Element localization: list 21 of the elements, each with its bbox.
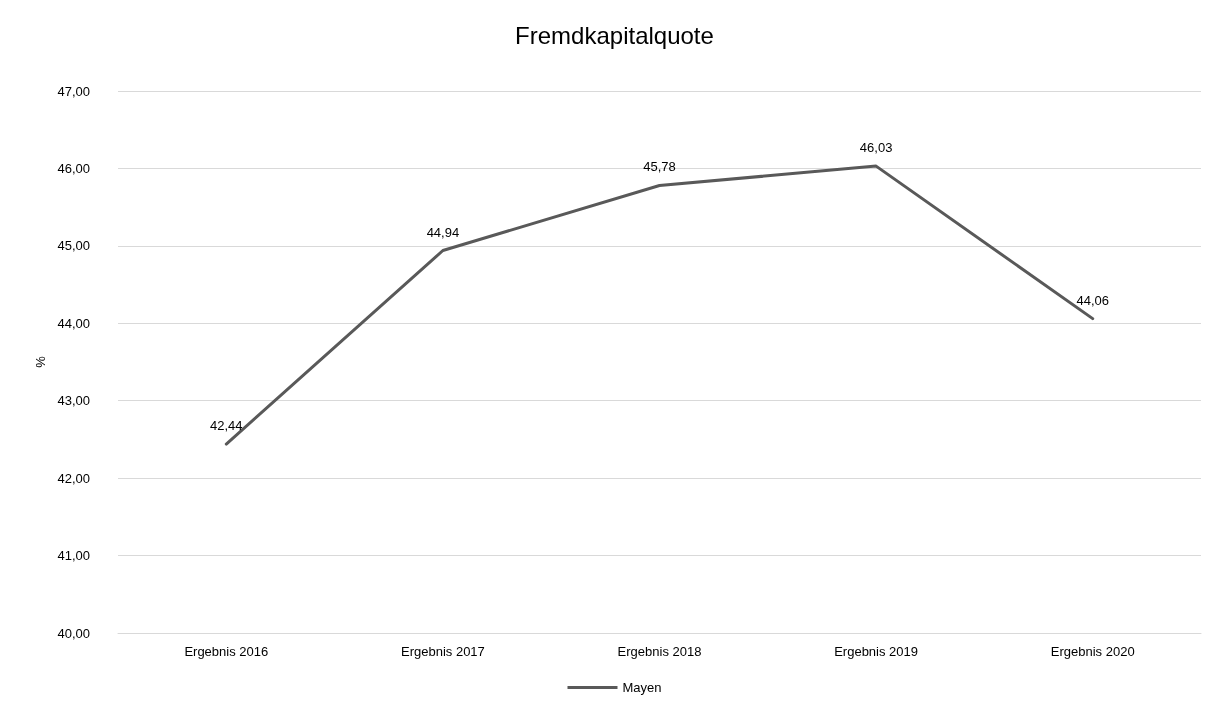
y-tick-label: 41,00 (57, 548, 90, 564)
x-tick-label: Ergebnis 2019 (834, 644, 919, 659)
y-tick-label: 45,00 (57, 238, 90, 254)
x-tick-label: Ergebnis 2018 (617, 644, 702, 659)
y-axis-title: % (32, 355, 48, 368)
y-tick-label: 40,00 (57, 625, 90, 641)
y-tick-label: 47,00 (57, 83, 90, 99)
y-tick-label: 43,00 (57, 393, 90, 409)
data-label: 44,06 (1076, 292, 1109, 308)
legend-label: Mayen (622, 680, 662, 695)
x-tick-label: Ergebnis 2017 (400, 644, 485, 659)
x-tick-label: Ergebnis 2020 (1050, 644, 1135, 659)
y-tick-label: 46,00 (57, 160, 90, 176)
chart-title: Fremdkapitalquote (515, 21, 714, 49)
data-label: 46,03 (859, 140, 893, 156)
y-tick-label: 42,00 (57, 470, 90, 486)
x-tick-label: Ergebnis 2016 (184, 644, 269, 659)
data-label: 44,94 (426, 224, 460, 240)
y-tick-label: 44,00 (57, 315, 90, 331)
data-label: 42,44 (210, 418, 243, 434)
data-label: 45,78 (643, 159, 676, 175)
